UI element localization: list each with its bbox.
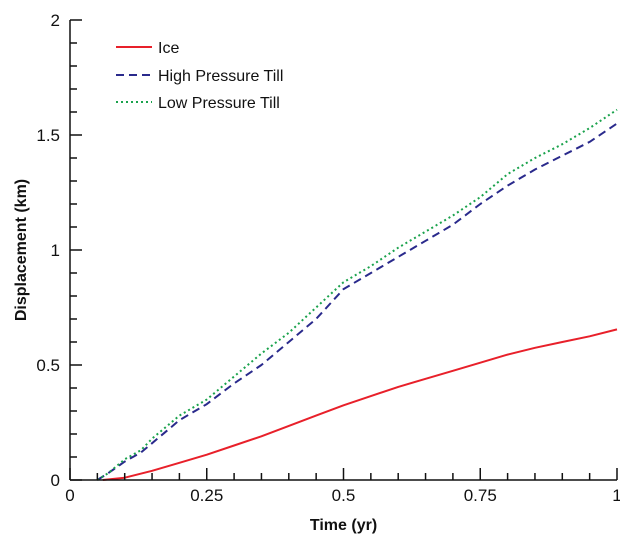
series-line-ice <box>102 328 618 481</box>
x-tick-label: 0.5 <box>332 486 356 505</box>
y-axis-label: Displacement (km) <box>13 179 30 321</box>
plot-lines <box>96 108 618 481</box>
y-tick-label: 1.5 <box>36 126 60 145</box>
y-tick-label: 0.5 <box>36 356 60 375</box>
y-tick-label: 0 <box>51 471 60 490</box>
legend-label-low-pressure-till: Low Pressure Till <box>158 95 280 112</box>
x-tick-label: 0.75 <box>464 486 497 505</box>
x-tick-label: 0.25 <box>190 486 223 505</box>
x-tick-label: 0 <box>65 486 74 505</box>
y-tick-label: 2 <box>51 11 60 30</box>
y-tick-label: 1 <box>51 241 60 260</box>
legend: Ice High Pressure Till Low Pressure Till <box>116 40 283 112</box>
ticks: 0 0.25 0.5 0.75 1 0 0.5 1 1.5 2 <box>36 11 620 505</box>
x-axis-label: Time (yr) <box>310 517 377 534</box>
x-tick-label: 1 <box>612 486 620 505</box>
legend-label-ice: Ice <box>158 40 179 57</box>
series-line-high-pressure-till <box>96 122 618 481</box>
legend-label-high-pressure-till: High Pressure Till <box>158 68 283 85</box>
axes <box>69 20 617 481</box>
